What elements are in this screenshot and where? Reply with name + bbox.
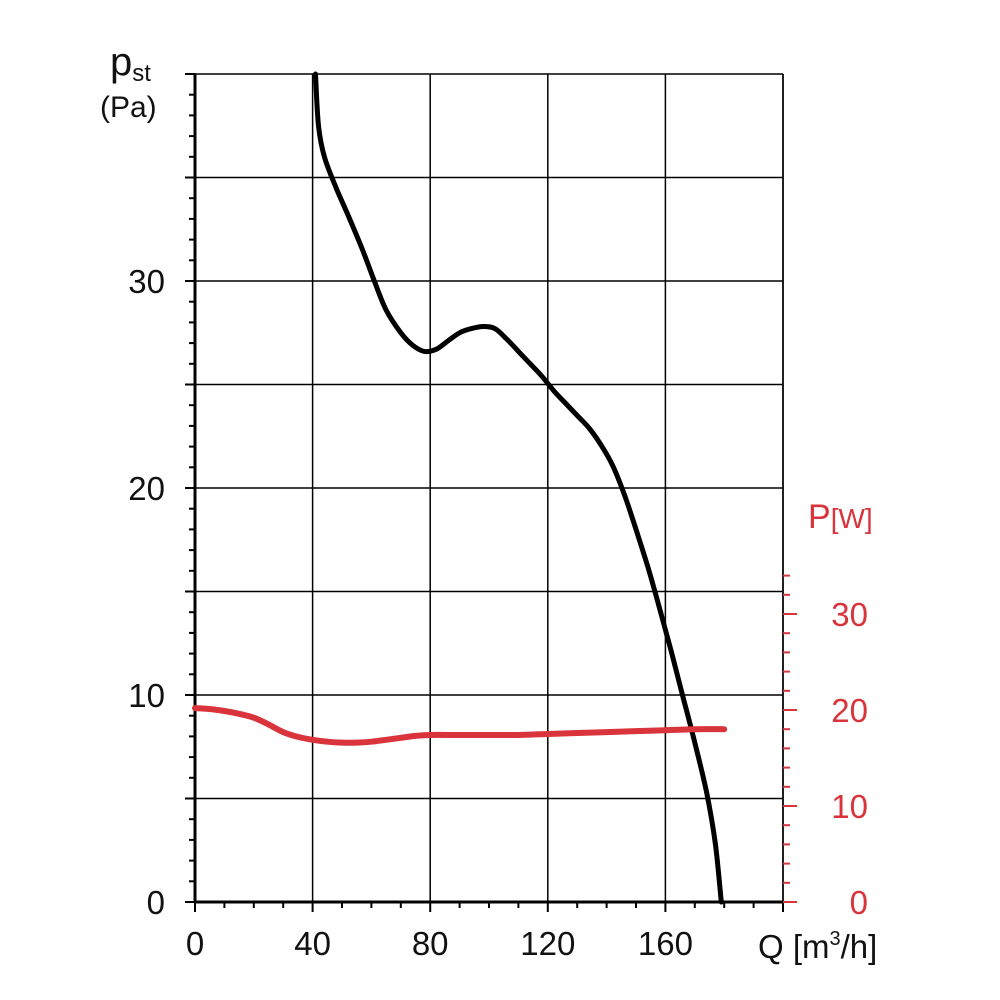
y-left-axis-symbol: p xyxy=(110,40,132,84)
power-curve xyxy=(192,705,728,746)
y-right-tick-label-10: 10 xyxy=(831,788,868,825)
x-axis-title: Q [m3/h] xyxy=(758,928,877,965)
y-right-axis-unit: [W] xyxy=(831,503,873,534)
y-left-axis-subscript: st xyxy=(132,60,151,87)
pressure-curve xyxy=(313,71,724,905)
x-tick-label-80: 80 xyxy=(412,925,449,962)
x-tick-label-0: 0 xyxy=(186,925,204,962)
series xyxy=(192,71,728,905)
axes xyxy=(185,73,797,912)
y-right-axis-symbol: P xyxy=(808,498,831,536)
y-left-tick-label-10: 10 xyxy=(128,677,165,714)
labels: 0 40 80 120 160 0 10 20 30 0 10 20 30 pst (Pa) P[W] Q [m… xyxy=(100,40,877,965)
x-tick-label-40: 40 xyxy=(294,925,331,962)
y-right-tick-label-0: 0 xyxy=(850,884,868,921)
y-left-tick-label-30: 30 xyxy=(128,263,165,300)
x-axis-title-main: Q [m xyxy=(758,928,830,965)
x-tick-label-160: 160 xyxy=(638,925,693,962)
x-axis-title-end: /h] xyxy=(841,928,878,965)
y-right-tick-label-20: 20 xyxy=(831,692,868,729)
y-left-tick-label-20: 20 xyxy=(128,470,165,507)
x-tick-label-120: 120 xyxy=(520,925,575,962)
grid xyxy=(195,73,784,902)
y-left-tick-label-0: 0 xyxy=(147,884,165,921)
x-axis-title-sup: 3 xyxy=(830,928,841,950)
y-right-axis-title: P[W] xyxy=(808,498,873,536)
y-left-axis-title: pst xyxy=(110,40,151,87)
y-left-axis-unit: (Pa) xyxy=(100,91,157,124)
y-right-tick-label-30: 30 xyxy=(831,596,868,633)
